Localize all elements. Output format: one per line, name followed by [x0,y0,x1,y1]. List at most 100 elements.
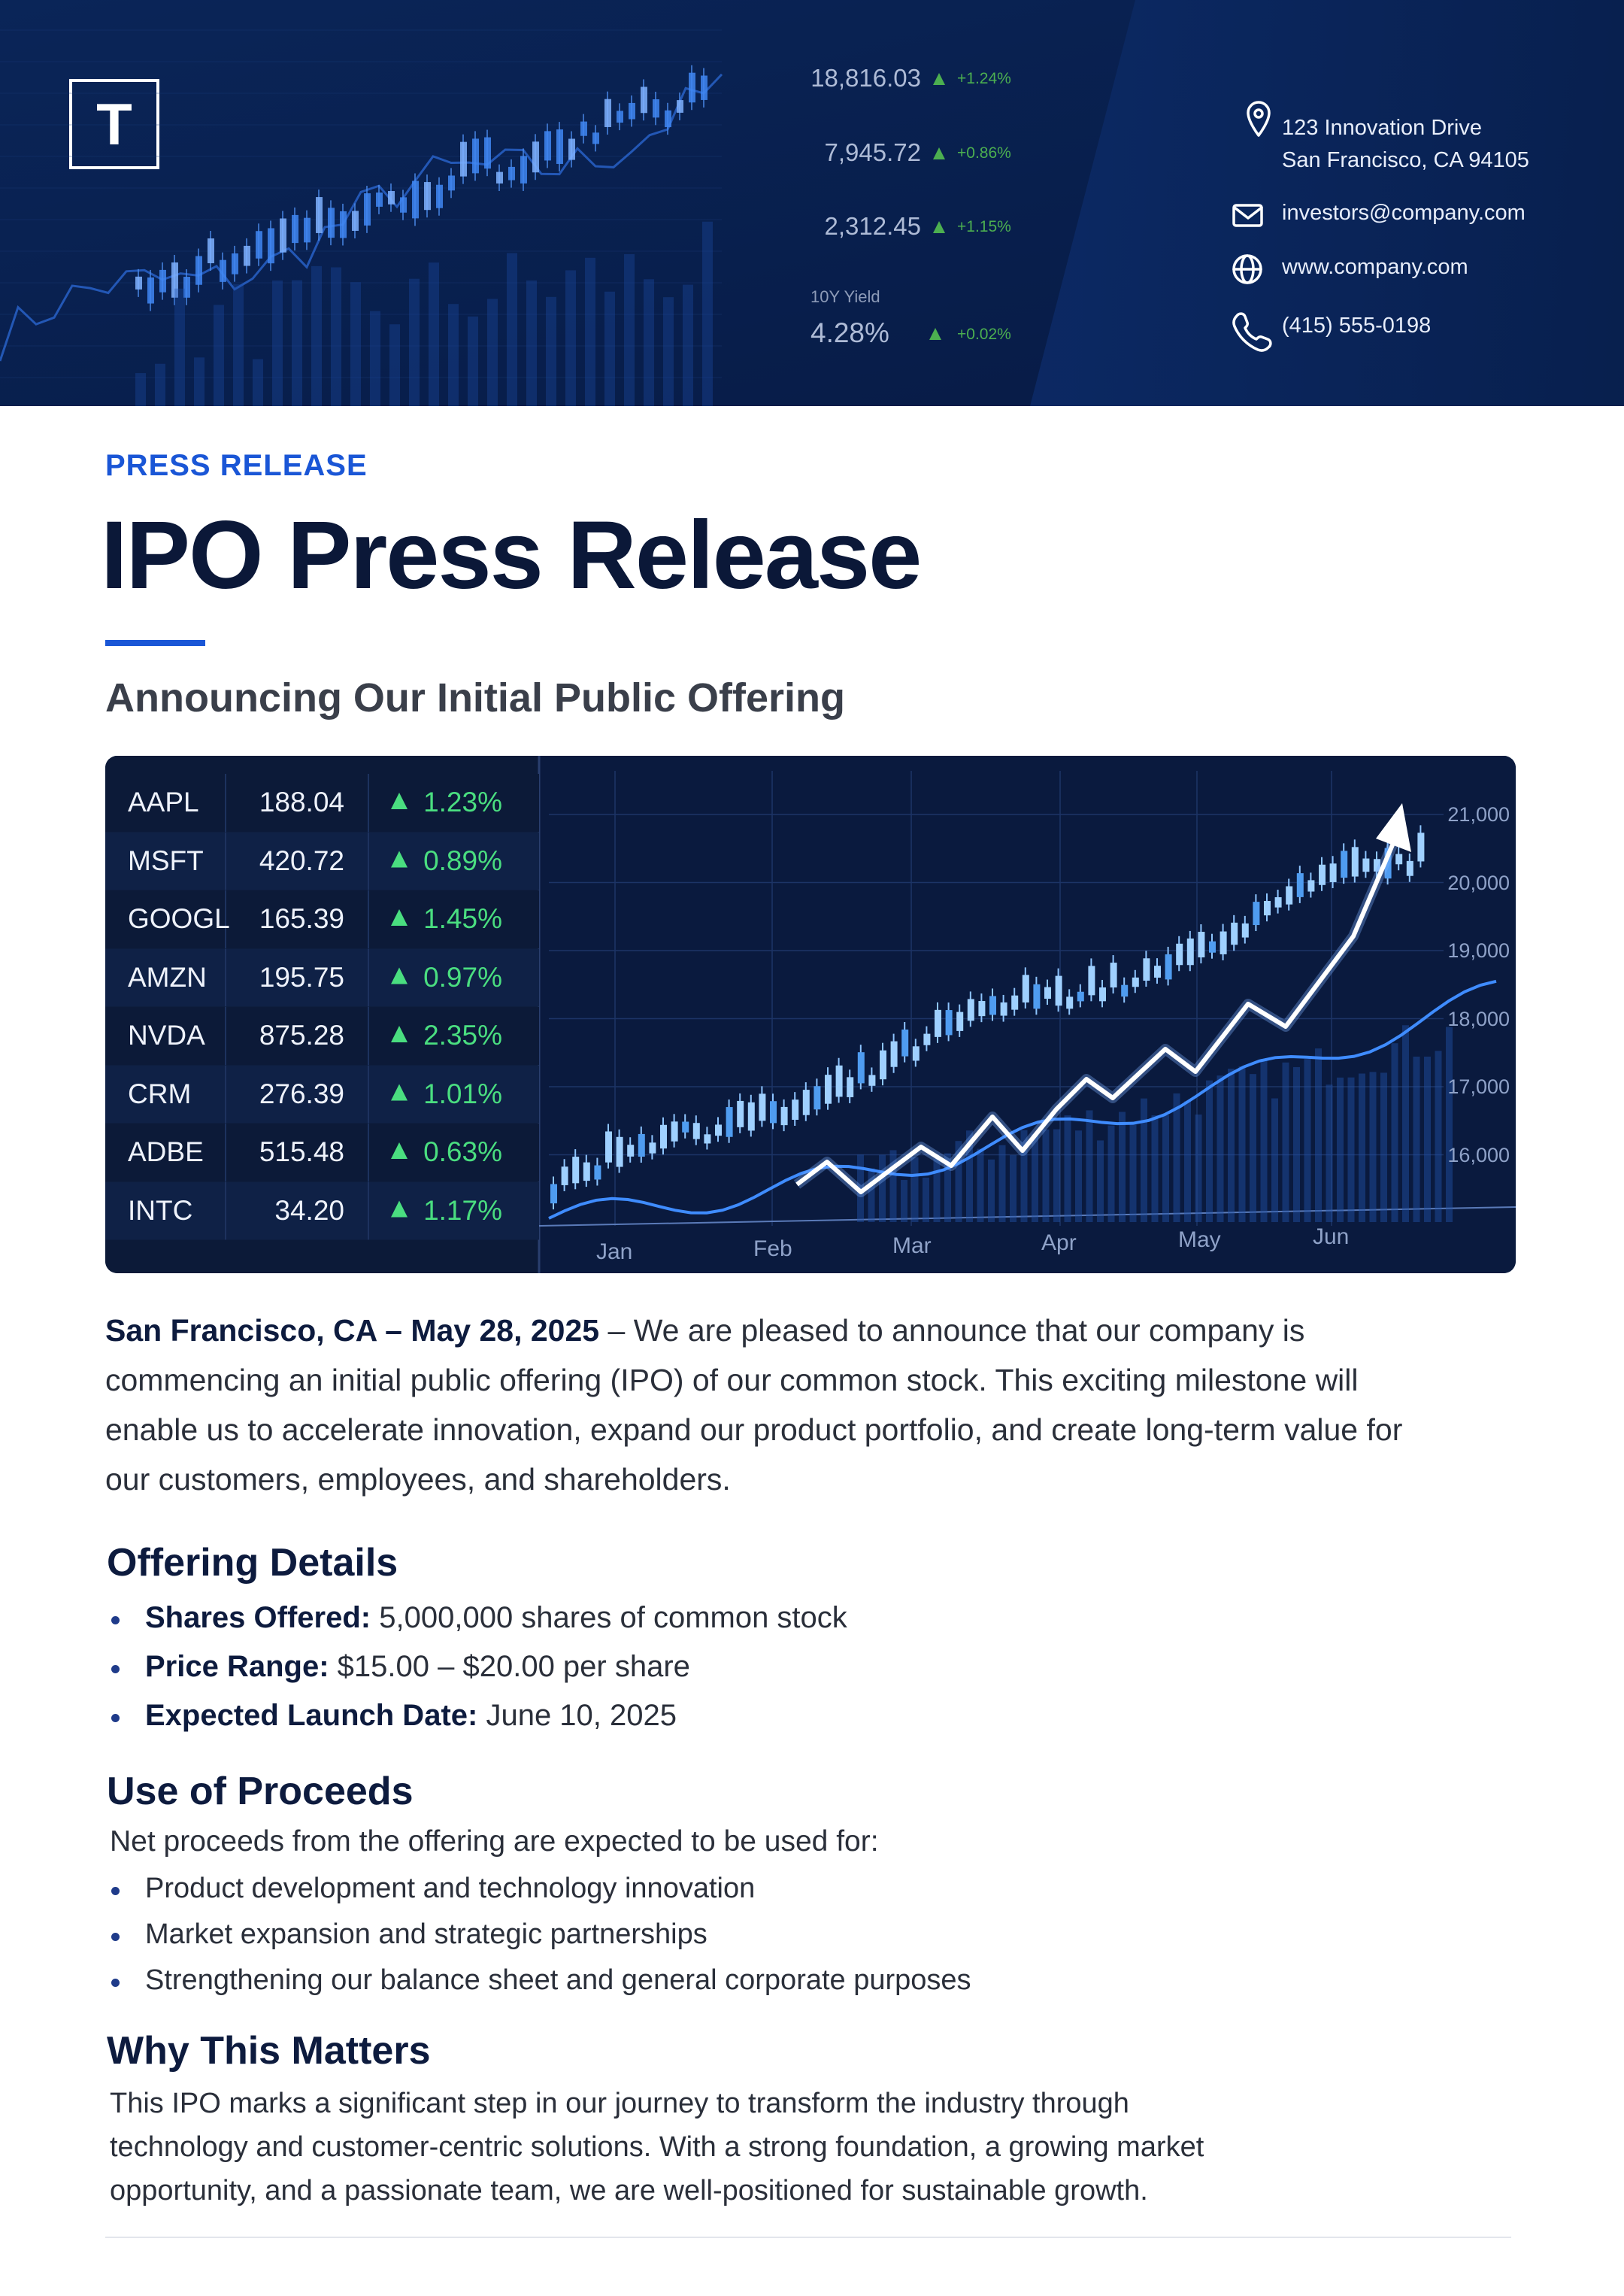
lead-text: – We are pleased to announce that our co… [105,1313,1403,1497]
stock-change: 0.89% [423,845,502,876]
stock-change: 2.35% [423,1020,502,1051]
candle [1176,943,1183,966]
volume-bar [923,1177,929,1222]
y-axis-label: 20,000 [1447,871,1510,894]
up-arrow [391,1142,408,1159]
candle [759,1093,766,1121]
bullet [111,1887,120,1895]
volume-bar [1402,1025,1409,1222]
axis [538,1206,1516,1227]
candle [1241,923,1249,938]
candle [780,1106,788,1126]
table-row [105,774,539,832]
volume-bar [1271,1098,1278,1222]
address-line: 123 Innovation Drive [1282,116,1482,140]
volume-bar [868,1168,875,1222]
ticker-change: +0.86% [957,144,1011,162]
y-axis-label: 16,000 [1447,1143,1510,1166]
candle [649,1142,656,1154]
candle [159,269,166,293]
candle [424,182,431,211]
x-axis-label: Jan [596,1239,633,1264]
list-item: Market expansion and strategic partnersh… [145,1918,707,1950]
volume-bar [468,316,478,406]
ticker-change: +0.02% [957,326,1011,343]
candle [912,1046,920,1061]
candle [1198,932,1205,958]
volume-bar [1369,1072,1377,1222]
candle [792,1099,799,1120]
candle [627,1145,635,1157]
phone: (415) 555-0198 [1282,314,1432,338]
stock-price: 34.20 [274,1194,344,1226]
ticker-change: +1.24% [957,70,1011,87]
candle [825,1075,832,1104]
candle [1022,975,1029,1003]
volume-bar [1238,1066,1246,1222]
candle [520,156,527,183]
volume-bar [1119,1112,1126,1222]
stock-symbol: GOOGL [128,903,230,934]
candle [183,277,190,298]
volume-bar [1228,1069,1235,1222]
item-label: Shares Offered: [145,1601,371,1634]
ticker-value: 2,312.45 [824,212,921,240]
table-row [105,1181,539,1240]
volume-bar [487,299,498,406]
arrow-line [795,830,1401,1194]
candle [978,1001,986,1017]
up-arrow [391,851,408,868]
dateline: San Francisco, CA – May 28, 2025 [105,1313,600,1348]
candle [208,238,214,264]
stock-symbol: INTC [128,1194,193,1226]
ticker-change: +1.15% [957,218,1011,235]
stock-change: 0.97% [423,961,502,993]
volume-bar [889,1150,897,1222]
candle [1307,880,1315,892]
candle [1121,984,1129,997]
volume-bar [1260,1058,1268,1222]
candle [890,1041,898,1067]
stock-change: 1.23% [423,787,502,817]
volume-bar [565,270,576,406]
volume-bar [1326,1084,1333,1222]
volume-bar [663,297,674,406]
volume-bar [272,281,283,406]
stock-price: 875.28 [259,1020,344,1051]
candle [1099,987,1106,1002]
list-item: Product development and technology innov… [145,1873,756,1904]
volume-bar [911,1157,919,1222]
candle [1351,847,1359,877]
bullet [111,1665,120,1673]
volume-bar [1129,1124,1137,1222]
volume-bar [1206,1080,1213,1222]
candle [1374,859,1380,872]
stock-price: 165.39 [259,903,344,934]
candle [1286,886,1293,905]
up-arrow [933,221,945,233]
volume-bar [1184,1101,1191,1222]
table-row [105,890,539,948]
candle [617,111,623,123]
bullet [111,1714,120,1722]
stock-change: 0.63% [423,1136,502,1167]
volume-bar [233,284,244,406]
volume-bar [977,1148,984,1222]
candle [280,218,286,253]
item-label: Expected Launch Date: [145,1699,478,1732]
candle [550,1184,557,1204]
volume-bar [1282,1062,1289,1222]
section-heading: Offering Details [107,1541,398,1585]
candle [1077,991,1084,1002]
x-axis-label: Jun [1313,1224,1350,1249]
candle [376,193,383,207]
volume-bar [526,280,537,406]
candle [653,99,659,118]
candle [1264,900,1271,916]
candle [682,1121,689,1133]
candle [220,259,226,282]
volume-bar [1053,1129,1060,1222]
volume-bar [933,1158,941,1222]
volume-bar [331,267,341,406]
stock-price: 188.04 [259,787,344,817]
